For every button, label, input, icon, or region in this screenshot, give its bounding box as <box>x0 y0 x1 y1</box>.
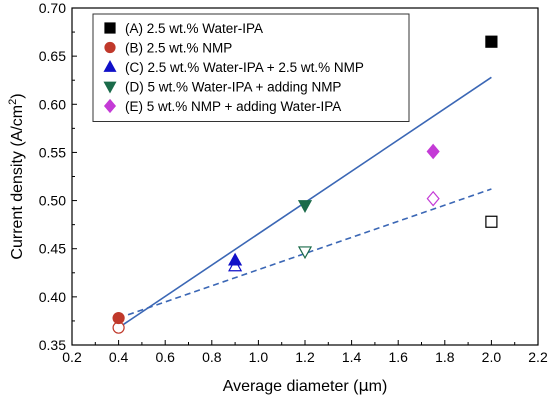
legend-label: (D) 5 wt.% Water-IPA + adding NMP <box>125 80 341 95</box>
legend-label: (A) 2.5 wt.% Water-IPA <box>125 21 263 36</box>
legend-marker-triangle-down <box>103 81 117 94</box>
tick-labels: 0.2 0.4 0.6 0.8 1.0 1.2 1.4 1.6 1.8 2.0 2.2 0.35 0.4… <box>39 0 548 365</box>
legend-label: (E) 5 wt.% NMP + adding Water-IPA <box>125 99 341 114</box>
y-tick-label: 0.70 <box>39 0 66 16</box>
filled-marker-circle <box>112 311 125 325</box>
x-tick-label: 1.2 <box>295 349 315 365</box>
data-markers <box>112 35 498 334</box>
legend-label: (B) 2.5 wt.% NMP <box>125 41 232 56</box>
x-tick-label: 0.2 <box>62 349 82 365</box>
filled-marker-diamond <box>426 143 440 160</box>
y-tick-label: 0.45 <box>39 241 66 257</box>
legend-marker-circle <box>104 41 116 54</box>
x-tick-label: 1.0 <box>249 349 269 365</box>
y-tick-label: 0.55 <box>39 144 66 160</box>
y-tick-label: 0.35 <box>39 337 66 353</box>
x-tick-label: 0.4 <box>109 349 129 365</box>
x-tick-label: 2.2 <box>528 349 548 365</box>
y-tick-label: 0.60 <box>39 96 66 112</box>
y-axis-label: Current density (A/cm2) <box>7 93 26 259</box>
x-tick-label: 1.6 <box>388 349 408 365</box>
axis-ticks <box>71 7 539 346</box>
legend-marker-triangle-up <box>103 60 117 72</box>
open-marker-triangle-down <box>297 246 313 260</box>
x-tick-label: 0.6 <box>155 349 175 365</box>
y-tick-label: 0.40 <box>39 289 66 305</box>
filled-marker-triangle-down <box>297 200 313 213</box>
x-tick-label: 1.8 <box>435 349 455 365</box>
legend-box <box>92 13 410 122</box>
filled-marker-square <box>485 35 498 48</box>
y-tick-label: 0.65 <box>39 48 66 64</box>
legend-marker-diamond <box>103 98 117 114</box>
x-axis-label: Average diameter (μm) <box>223 376 388 395</box>
legend-label: (C) 2.5 wt.% Water-IPA + 2.5 wt.% NMP <box>125 60 364 75</box>
legend: (A) 2.5 wt.% Water-IPA (B) 2.5 wt.% NMP (C… <box>92 13 410 122</box>
y-tick-label: 0.50 <box>39 193 66 209</box>
open-marker-diamond <box>426 190 440 207</box>
x-tick-label: 1.4 <box>342 349 362 365</box>
x-tick-label: 2.0 <box>482 349 502 365</box>
x-tick-label: 0.8 <box>202 349 222 365</box>
trendline-dashed <box>118 188 492 319</box>
open-marker-square <box>485 215 498 228</box>
filled-marker-triangle-up <box>228 252 243 266</box>
legend-marker-square <box>104 22 116 34</box>
